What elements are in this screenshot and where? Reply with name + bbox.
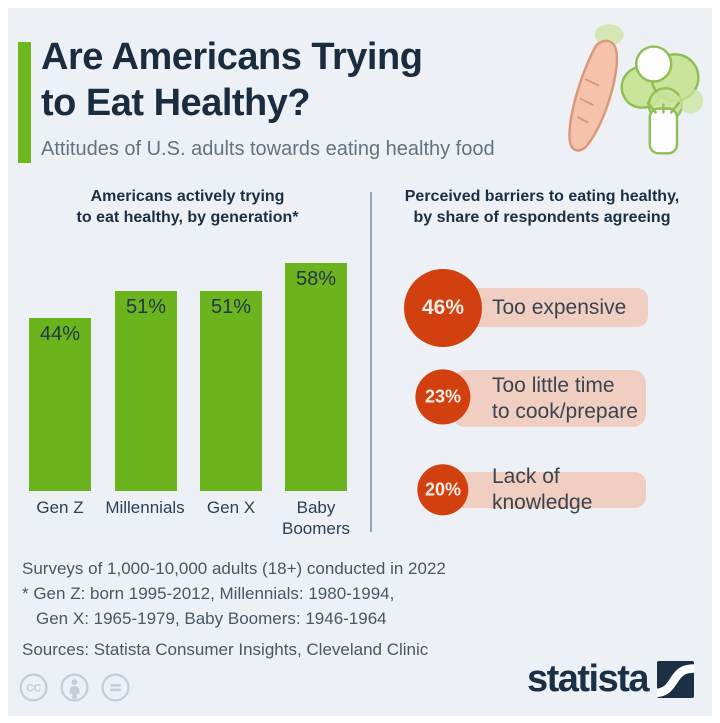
vegetables-illustration	[568, 24, 704, 155]
barrier-label-too-little-time-line-2: to cook/prepare	[492, 399, 638, 423]
carrot-icon	[568, 24, 624, 152]
bar-category-label-gen-x: Gen X	[206, 498, 256, 517]
barrier-pill-too-expensive: Too expensive	[452, 288, 648, 327]
bar-value-label-gen-x: 51%	[210, 295, 252, 318]
barrier-label-too-little-time-line-1: Too little time	[492, 373, 615, 397]
page-title: Are Americans Trying to Eat Healthy?	[41, 34, 423, 127]
svg-text:CC: CC	[26, 683, 41, 695]
barrier-value-too-expensive: 46%	[421, 296, 465, 319]
left-chart-title: Americans actively trying to eat healthy…	[15, 186, 360, 228]
bar-value-label-millennials: 51%	[125, 295, 167, 318]
footnotes: Surveys of 1,000-10,000 adults (18+) con…	[22, 556, 446, 662]
barrier-value-too-little-time: 23%	[424, 386, 462, 407]
bar-value-label-gen-z: 44%	[39, 323, 81, 346]
right-chart-title-line-2: by share of respondents agreeing	[413, 209, 671, 227]
statista-logo-mark	[657, 661, 694, 698]
page-subtitle: Attitudes of U.S. adults towards eating …	[41, 138, 495, 160]
bar-millennials: 51%	[115, 290, 177, 491]
barrier-circle-too-expensive: 46%	[404, 269, 482, 347]
broccoli-icon	[620, 45, 704, 155]
attribution-person-icon	[60, 673, 89, 702]
page-title-line-2: to Eat Healthy?	[41, 82, 311, 125]
cc-icon: CC	[19, 673, 48, 702]
footnote-sources: Sources: Statista Consumer Insights, Cle…	[22, 640, 429, 659]
barrier-pill-lack-of-knowledge: Lack of knowledge	[452, 465, 646, 514]
section-divider	[370, 192, 372, 532]
barrier-label-too-expensive: Too expensive	[492, 295, 627, 319]
statista-wordmark: statista	[526, 658, 650, 700]
equals-icon	[101, 673, 130, 702]
footnote-generation-definitions-1: * Gen Z: born 1995-2012, Millennials: 19…	[22, 584, 395, 603]
barrier-circle-lack-of-knowledge: 20%	[417, 464, 469, 516]
statista-logo: statista	[527, 658, 694, 701]
left-chart-title-line-1: Americans actively trying	[90, 188, 285, 205]
bar-category-label-baby-boomers: Baby Boomers	[281, 498, 351, 539]
license-icons: CC	[18, 672, 131, 703]
barrier-label-lack-of-knowledge: Lack of knowledge	[492, 465, 593, 514]
right-chart-title-line-1: Perceived barriers to eating healthy,	[404, 188, 680, 205]
barrier-pill-too-little-time: Too little time to cook/prepare	[452, 370, 646, 427]
barrier-label-too-little-time: Too little time to cook/prepare	[492, 373, 638, 424]
bar-gen-x: 51%	[200, 290, 262, 491]
barrier-circle-too-little-time: 23%	[415, 369, 471, 425]
right-chart-title: Perceived barriers to eating healthy, by…	[381, 186, 703, 228]
footnote-surveys: Surveys of 1,000-10,000 adults (18+) con…	[22, 559, 446, 578]
barrier-value-lack-of-knowledge: 20%	[424, 479, 462, 500]
title-accent-bar	[18, 42, 31, 163]
footnote-generation-definitions-2: Gen X: 1965-1979, Baby Boomers: 1946-196…	[36, 609, 387, 628]
page-title-line-1: Are Americans Trying	[41, 36, 423, 78]
bar-category-label-gen-z: Gen Z	[36, 498, 84, 517]
bar-category-label-millennials: Millennials	[105, 498, 185, 517]
bar-gen-z: 44%	[29, 318, 91, 491]
left-chart-title-line-2: to eat healthy, by generation*	[76, 209, 299, 227]
bar-baby-boomers: 58%	[285, 263, 347, 491]
bar-value-label-baby-boomers: 58%	[295, 268, 337, 291]
